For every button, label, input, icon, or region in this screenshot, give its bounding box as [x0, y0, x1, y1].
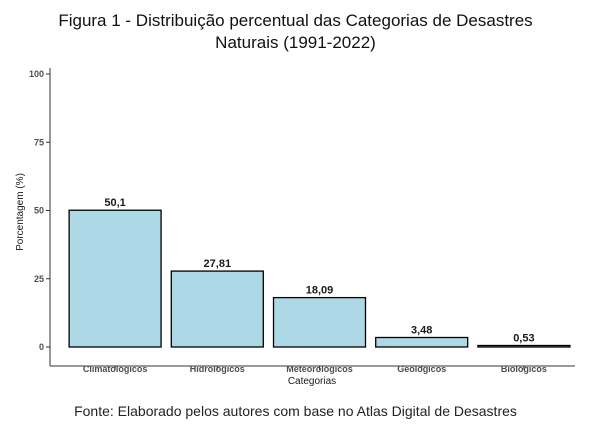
y-tick-label: 50: [34, 206, 44, 216]
bars: 50,1 27,81 18,09 3,48 0,53: [68, 197, 571, 348]
data-label: 50,1: [104, 197, 125, 209]
data-label: 0,53: [513, 333, 534, 345]
y-tick-label: 0: [39, 342, 44, 352]
y-axis-title: Porcentagem (%): [15, 173, 26, 251]
figure-source-note: Fonte: Elaborado pelos autores com base …: [74, 403, 517, 419]
bar-1: [170, 270, 264, 348]
x-axis-ticks: Climatológicos Hidrológicos Meteorológicos…: [83, 364, 547, 374]
x-tick-label: Meteorológicos: [286, 364, 353, 374]
x-tick-label: Biológicos: [501, 364, 547, 374]
figure-title-line-2: Naturais (1991-2022): [215, 33, 376, 52]
bar-3: [375, 336, 469, 348]
data-label: 18,09: [306, 285, 334, 297]
bar-4: [477, 344, 571, 348]
bar-0: [68, 209, 162, 348]
y-tick-label: 75: [34, 137, 44, 147]
figure-title-line-1: Figura 1 - Distribuição percentual das C…: [58, 11, 533, 30]
y-tick-label: 25: [34, 274, 44, 284]
x-axis-title: Categorias: [288, 376, 336, 387]
x-tick-label: Hidrológicos: [190, 364, 245, 374]
y-tick-label: 100: [29, 69, 44, 79]
y-axis-ticks: 0 25 50 75 100: [29, 69, 50, 352]
x-tick-label: Climatológicos: [83, 364, 148, 374]
x-tick-label: Geológicos: [397, 364, 446, 374]
data-label: 27,81: [204, 258, 232, 270]
bar-2: [272, 296, 367, 348]
figure-title: Figura 1 - Distribuição percentual das C…: [0, 10, 591, 54]
data-label: 3,48: [411, 324, 432, 336]
